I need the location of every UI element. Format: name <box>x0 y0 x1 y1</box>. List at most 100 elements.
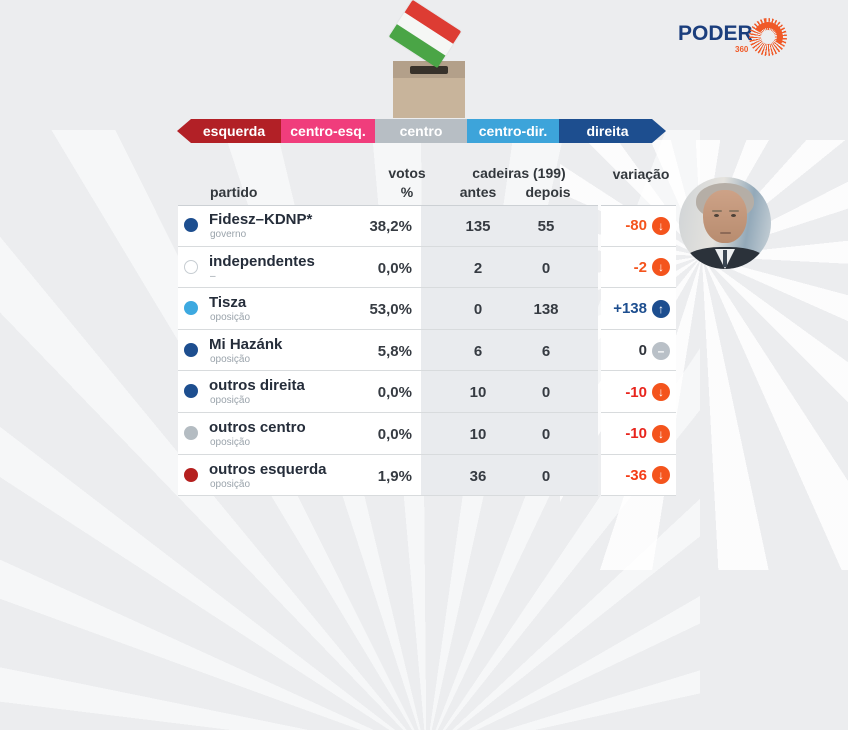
avatar-eye <box>714 214 719 217</box>
variation-cell: 0 – <box>601 330 676 372</box>
votes-percent: 0,0% <box>377 425 412 443</box>
row-panel-party <box>178 329 421 372</box>
logo-wordmark: PODER <box>678 22 753 45</box>
seats-before: 0 <box>473 301 483 319</box>
party-name: Fidesz–KDNP* <box>209 211 313 228</box>
variation-value: -36 <box>625 466 647 484</box>
party-role: governo <box>210 229 247 240</box>
variation-arrow-icon: ↓ <box>652 383 670 402</box>
votes-percent: 0,0% <box>377 384 412 402</box>
header-cadeiras: cadeiras (199) <box>472 165 566 181</box>
table-row: Mi Hazánk oposição 5,8% 6 6 0 – <box>178 329 676 372</box>
row-panel-seats <box>421 205 598 247</box>
party-color-dot <box>184 218 198 232</box>
avatar-mouth <box>720 232 731 234</box>
party-role: oposição <box>210 478 251 490</box>
votes-percent: 53,0% <box>369 301 412 319</box>
hungary-flag-icon <box>388 0 462 69</box>
avatar-eye <box>731 214 736 217</box>
party-name: outros esquerda <box>209 460 327 478</box>
table-row: outros direita oposição 0,0% 10 0 -10 ↓ <box>178 371 676 413</box>
spectrum-label: esquerda <box>202 123 266 139</box>
votes-percent: 0,0% <box>377 259 412 277</box>
party-color-dot <box>184 384 198 399</box>
party-name: independentes <box>209 252 315 270</box>
variation-cell: -2 ↓ <box>601 247 676 289</box>
party-role: oposição <box>210 436 251 448</box>
ballot-box-top <box>393 61 465 78</box>
votes-percent: 5,8% <box>377 342 412 360</box>
avatar-brow <box>712 210 722 212</box>
party-color-dot <box>184 467 198 482</box>
row-panel-seats <box>421 371 598 413</box>
variation-arrow-icon: ↓ <box>652 424 670 443</box>
seats-before: 2 <box>473 259 483 277</box>
spectrum-segment-centro: centro <box>375 119 467 143</box>
results-table: Fidesz–KDNP* governo 38,2% 135 55 -80 ↓ … <box>178 205 676 497</box>
variation-value: -10 <box>625 383 647 401</box>
seats-before: 10 <box>469 384 487 402</box>
spectrum-label: centro-dir. <box>478 123 548 139</box>
variation-arrow-icon: ↓ <box>652 258 670 277</box>
party-color-dot <box>184 259 198 274</box>
seats-before: 36 <box>469 467 487 485</box>
variation-cell: +138 ↑ <box>601 288 676 330</box>
party-role: oposição <box>210 312 251 324</box>
variation-value: -2 <box>633 258 647 276</box>
party-name: outros direita <box>209 377 305 395</box>
seats-after: 55 <box>537 218 555 235</box>
variation-cell: -80 ↓ <box>601 205 676 247</box>
row-panel-seats <box>421 246 598 289</box>
table-row: independentes – 0,0% 2 0 -2 ↓ <box>178 246 676 289</box>
row-panel-party <box>178 205 421 247</box>
variation-value: -10 <box>625 425 647 443</box>
seats-after: 0 <box>541 384 551 402</box>
party-name: Mi Hazánk <box>209 335 283 353</box>
seats-before: 10 <box>469 425 487 443</box>
avatar-tie <box>723 250 727 267</box>
header-variacao: variação <box>612 166 670 182</box>
variation-arrow-icon: – <box>652 341 670 360</box>
variation-arrow-icon: ↑ <box>652 299 670 318</box>
party-name: Tisza <box>209 294 247 312</box>
spectrum-segment-centro-esq: centro-esq. <box>281 119 375 143</box>
spectrum-label: centro <box>399 123 443 139</box>
sunburst-logo-icon <box>749 18 787 56</box>
votes-percent: 1,9% <box>377 467 412 485</box>
variation-arrow-icon: ↓ <box>652 216 670 235</box>
avatar-face <box>703 190 747 243</box>
row-panel-party <box>178 371 421 413</box>
spectrum-segment-direita: direita <box>559 119 666 143</box>
variation-cell: -36 ↓ <box>601 455 676 497</box>
logo-360-label: 360 <box>735 45 749 54</box>
row-panel-seats <box>421 412 598 455</box>
variation-value: -80 <box>625 217 647 235</box>
seats-after: 0 <box>541 467 551 485</box>
table-row: Tisza oposição 53,0% 0 138 +138 ↑ <box>178 288 676 330</box>
spectrum-segment-esquerda: esquerda <box>177 119 281 143</box>
table-row: outros centro oposição 0,0% 10 0 -10 ↓ <box>178 412 676 455</box>
header-votos: votos % <box>368 164 446 202</box>
seats-before: 6 <box>473 342 483 360</box>
political-spectrum-bar: esquerda centro-esq. centro centro-dir. … <box>177 119 666 143</box>
variation-arrow-icon: ↓ <box>652 466 670 485</box>
variation-cell: -10 ↓ <box>601 371 676 413</box>
party-role: oposição <box>210 353 251 365</box>
header-antes: antes <box>459 184 497 200</box>
variation-cell: -10 ↓ <box>601 413 676 455</box>
avatar-brow <box>729 210 739 212</box>
spectrum-segment-centro-dir: centro-dir. <box>467 119 559 143</box>
seats-after: 0 <box>541 425 551 443</box>
party-color-dot <box>184 301 198 316</box>
ballot-box-slot <box>410 66 448 74</box>
header-votos-line2: % <box>400 184 414 200</box>
seats-after: 6 <box>541 342 551 360</box>
ballot-box-icon <box>393 61 465 118</box>
spectrum-label: direita <box>586 123 629 139</box>
header-depois: depois <box>525 184 571 200</box>
votes-percent: 38,2% <box>369 218 412 235</box>
poder360-logo: PODER 360 <box>678 18 790 66</box>
viktor-orban-photo <box>679 177 771 269</box>
header-votos-line1: votos <box>388 165 426 181</box>
seats-after: 138 <box>533 301 559 319</box>
